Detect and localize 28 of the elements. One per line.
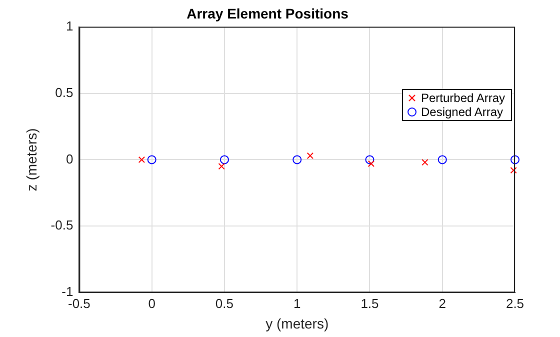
point	[292, 155, 302, 164]
point	[510, 167, 517, 174]
legend-label: Designed Array	[421, 104, 504, 119]
point	[422, 159, 428, 166]
x-tick-label: 2.5	[506, 296, 524, 311]
point	[438, 155, 447, 164]
x-tick-label: 1	[293, 296, 301, 311]
point	[218, 163, 225, 170]
point	[138, 156, 145, 164]
y-tick-label: -1	[62, 284, 74, 300]
y-tick-label: 1	[66, 18, 74, 34]
point	[365, 155, 374, 164]
point	[220, 155, 229, 164]
y-tick-label: 0.5	[55, 84, 74, 100]
point	[147, 155, 156, 164]
x-tick-label: 2	[438, 296, 446, 311]
y-axis-title: z (meters)	[23, 128, 40, 192]
x-tick-label: 0.5	[215, 296, 234, 311]
x-tick-label: 1.5	[360, 296, 379, 311]
point	[368, 160, 375, 168]
point	[306, 152, 314, 160]
chart-title: Array Element Positions	[186, 5, 349, 22]
x-tick-label: 0	[148, 296, 156, 311]
y-tick-label: 0	[66, 151, 74, 166]
y-tick-label: -0.5	[50, 218, 74, 233]
x-axis-title: y (meters)	[266, 315, 329, 332]
point	[510, 155, 520, 164]
legend-label: Perturbed Array	[421, 90, 506, 105]
